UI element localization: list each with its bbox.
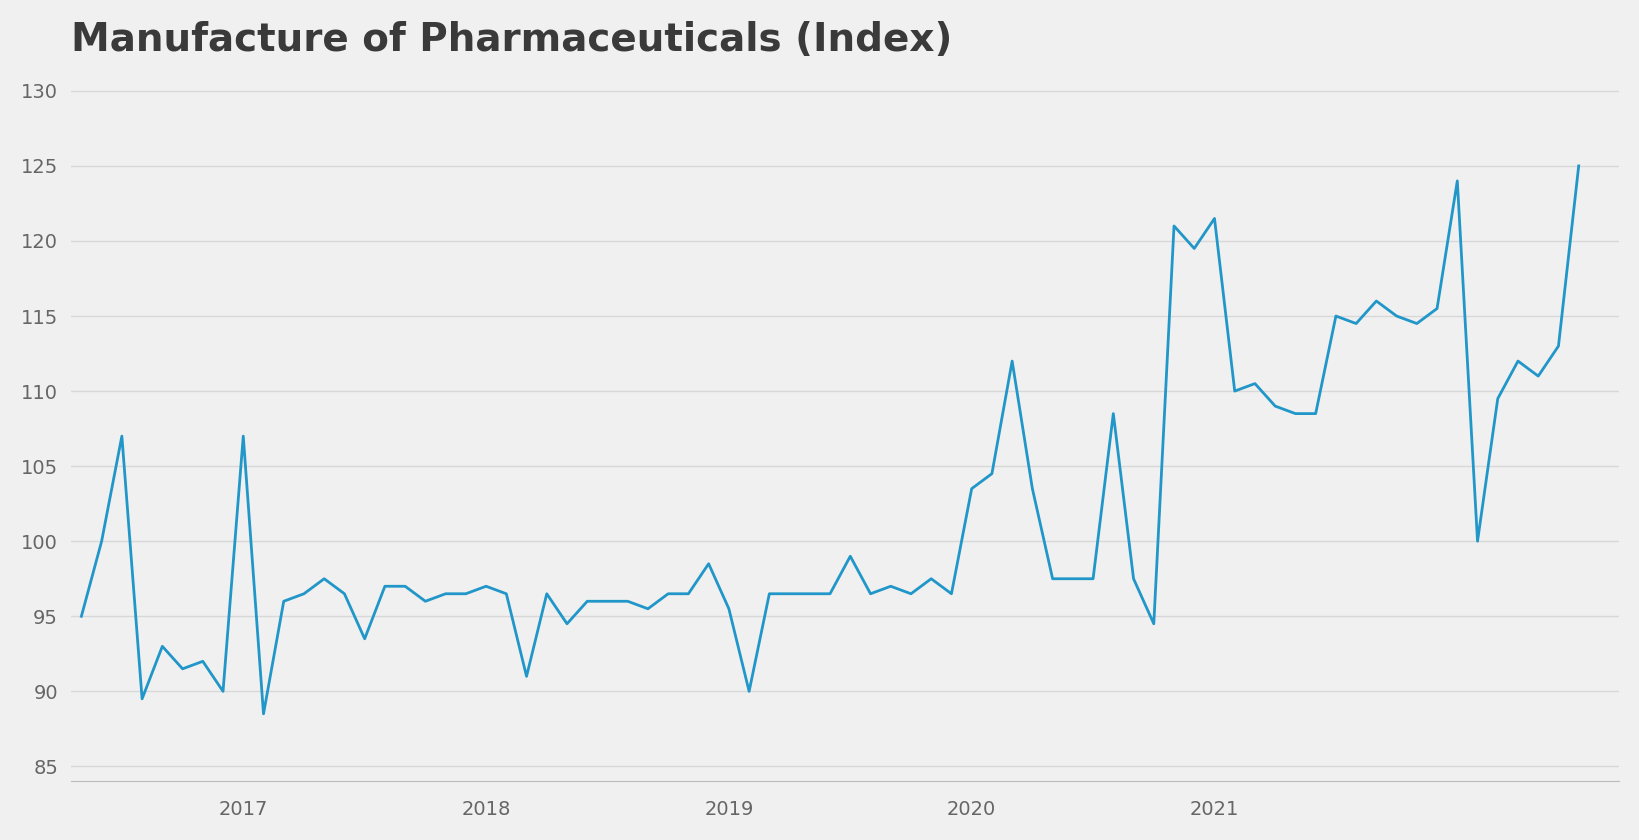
Text: Manufacture of Pharmaceuticals (Index): Manufacture of Pharmaceuticals (Index) <box>70 21 952 59</box>
